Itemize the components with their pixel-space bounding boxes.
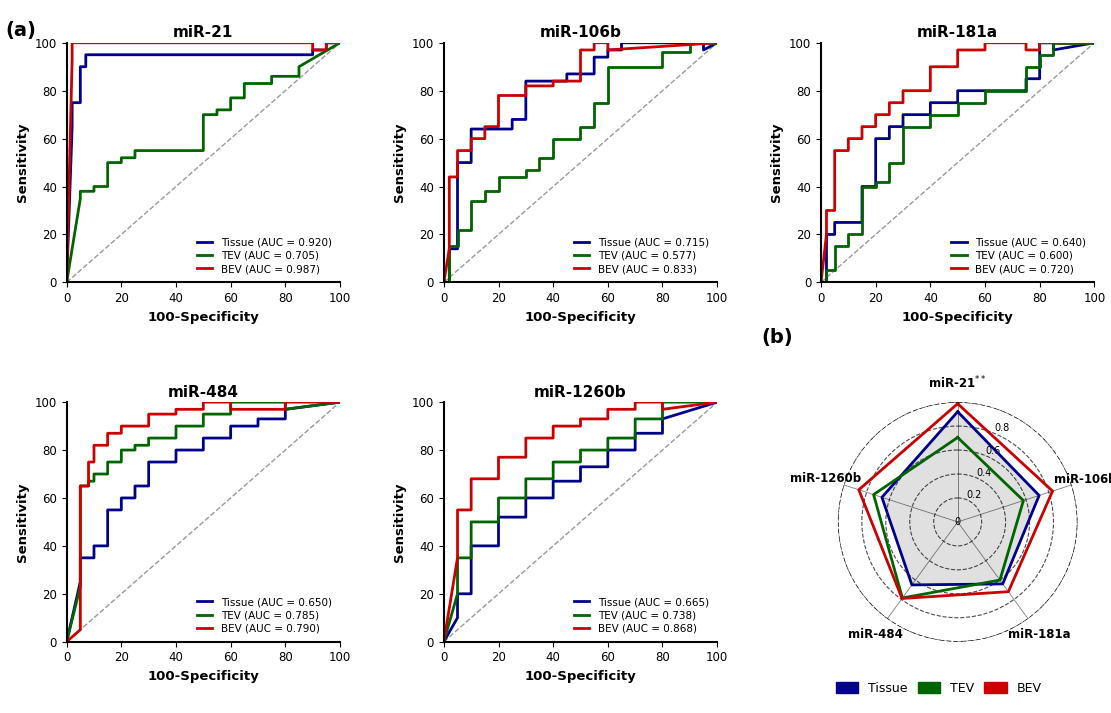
Text: 0: 0 xyxy=(954,517,961,527)
Legend: Tissue (AUC = 0.920), TEV (AUC = 0.705), BEV (AUC = 0.987): Tissue (AUC = 0.920), TEV (AUC = 0.705),… xyxy=(193,235,334,277)
Title: miR-181a: miR-181a xyxy=(917,25,999,40)
Legend: Tissue (AUC = 0.665), TEV (AUC = 0.738), BEV (AUC = 0.868): Tissue (AUC = 0.665), TEV (AUC = 0.738),… xyxy=(571,594,712,637)
Text: (b): (b) xyxy=(761,328,792,347)
Legend: Tissue, TEV, BEV: Tissue, TEV, BEV xyxy=(831,677,1047,699)
Title: miR-1260b: miR-1260b xyxy=(534,384,627,399)
X-axis label: 100-Specificity: 100-Specificity xyxy=(148,311,259,324)
Polygon shape xyxy=(882,411,1039,585)
Y-axis label: Sensitivity: Sensitivity xyxy=(393,123,407,202)
Legend: Tissue (AUC = 0.650), TEV (AUC = 0.785), BEV (AUC = 0.790): Tissue (AUC = 0.650), TEV (AUC = 0.785),… xyxy=(193,594,334,637)
X-axis label: 100-Specificity: 100-Specificity xyxy=(524,670,637,683)
Y-axis label: Sensitivity: Sensitivity xyxy=(17,482,29,562)
Title: miR-484: miR-484 xyxy=(168,384,239,399)
Text: (a): (a) xyxy=(6,21,37,41)
X-axis label: 100-Specificity: 100-Specificity xyxy=(148,670,259,683)
Title: miR-106b: miR-106b xyxy=(540,25,621,40)
Y-axis label: Sensitivity: Sensitivity xyxy=(393,482,407,562)
X-axis label: 100-Specificity: 100-Specificity xyxy=(902,311,1013,324)
X-axis label: 100-Specificity: 100-Specificity xyxy=(524,311,637,324)
Y-axis label: Sensitivity: Sensitivity xyxy=(771,123,783,202)
Y-axis label: Sensitivity: Sensitivity xyxy=(17,123,29,202)
Legend: Tissue (AUC = 0.715), TEV (AUC = 0.577), BEV (AUC = 0.833): Tissue (AUC = 0.715), TEV (AUC = 0.577),… xyxy=(571,235,712,277)
Legend: Tissue (AUC = 0.640), TEV (AUC = 0.600), BEV (AUC = 0.720): Tissue (AUC = 0.640), TEV (AUC = 0.600),… xyxy=(948,235,1089,277)
Title: miR-21: miR-21 xyxy=(173,25,233,40)
